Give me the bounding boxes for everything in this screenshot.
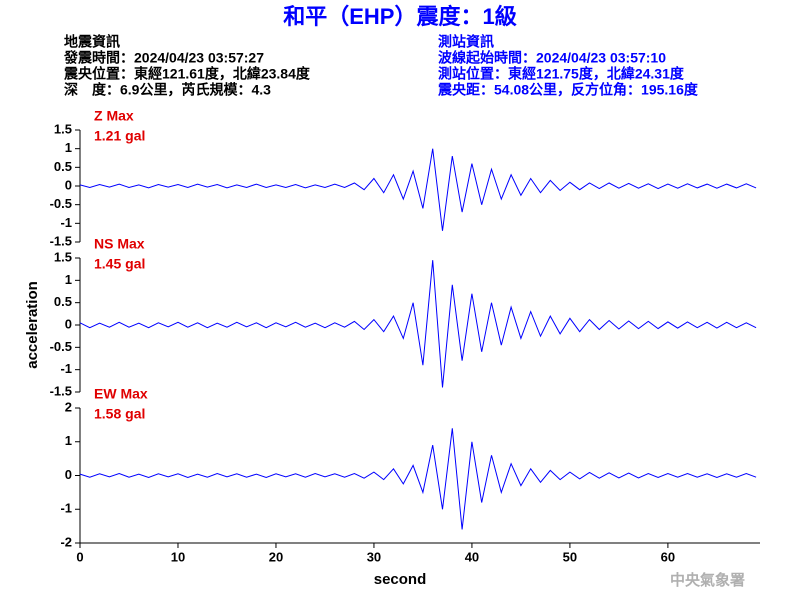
y-tick-label: -2 (60, 534, 72, 549)
x-tick-label: 20 (269, 549, 283, 564)
y-tick-label: 1.5 (54, 249, 72, 264)
info-line: 測站位置：東經121.75度，北緯24.31度 (438, 66, 685, 82)
max-name: NS Max (94, 236, 145, 252)
y-tick-label: 2 (65, 399, 72, 414)
y-tick-label: -1.5 (50, 233, 72, 248)
waveform (79, 148, 757, 231)
max-value: 1.21 gal (94, 128, 145, 144)
info-line: 測站資訊 (438, 34, 494, 50)
max-name: Z Max (94, 108, 134, 124)
y-tick-label: -1 (60, 215, 72, 230)
y-tick-label: 0 (65, 316, 72, 331)
x-tick-label: 10 (171, 549, 185, 564)
x-tick-label: 30 (367, 549, 381, 564)
y-tick-label: 1 (65, 272, 72, 287)
x-tick-label: 60 (661, 549, 675, 564)
y-tick-label: -0.5 (50, 196, 72, 211)
y-tick-label: 1.5 (54, 121, 72, 136)
y-tick-label: 0 (65, 177, 72, 192)
y-tick-label: 0.5 (54, 294, 72, 309)
waveform (79, 260, 757, 388)
max-value: 1.58 gal (94, 406, 145, 422)
max-value: 1.45 gal (94, 256, 145, 272)
y-tick-label: -1.5 (50, 383, 72, 398)
title: 和平（EHP）震度：1級 (283, 4, 516, 29)
y-tick-label: -0.5 (50, 339, 72, 354)
info-line: 震央距：54.08公里，反方位角：195.16度 (437, 82, 699, 98)
y-tick-label: 1 (65, 433, 72, 448)
y-tick-label: -1 (60, 501, 72, 516)
y-tick-label: 0 (65, 467, 72, 482)
max-name: EW Max (94, 386, 148, 402)
info-line: 震央位置：東經121.61度，北緯23.84度 (63, 66, 311, 82)
y-tick-label: 0.5 (54, 159, 72, 174)
x-tick-label: 50 (563, 549, 577, 564)
x-tick-label: 40 (465, 549, 479, 564)
y-tick-label: -1 (60, 361, 72, 376)
info-line: 地震資訊 (64, 34, 120, 50)
info-line: 波線起始時間：2024/04/23 03:57:10 (438, 50, 666, 66)
info-line: 發震時間：2024/04/23 03:57:27 (63, 50, 264, 66)
watermark: 中央氣象署 (670, 571, 745, 589)
x-axis-label: second (374, 571, 427, 588)
x-tick-label: 0 (76, 549, 83, 564)
y-axis-label: acceleration (24, 281, 41, 369)
waveform (79, 428, 757, 530)
info-line: 深 度：6.9公里，芮氏規模：4.3 (64, 82, 271, 98)
y-tick-label: 1 (65, 140, 72, 155)
